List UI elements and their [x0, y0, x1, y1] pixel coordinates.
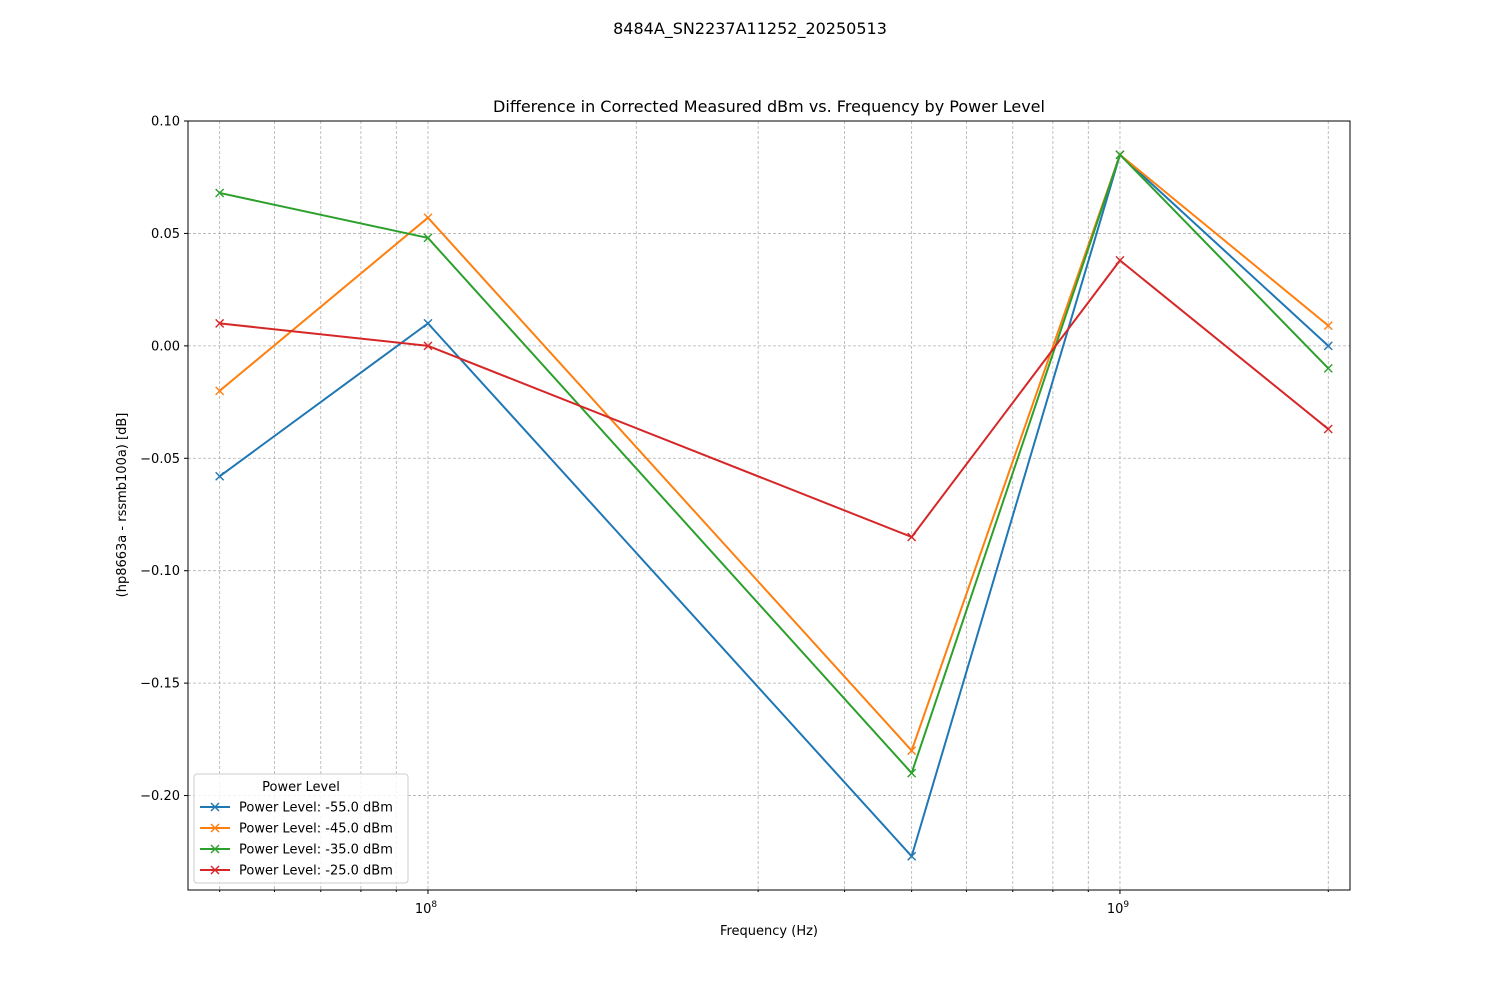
legend-box: [193, 773, 409, 884]
figure-suptitle: 8484A_SN2237A11252_20250513: [613, 19, 887, 39]
legend-entry-label: Power Level: -55.0 dBm: [239, 801, 393, 816]
series-1: [215, 150, 1333, 861]
data-point-marker: [423, 233, 433, 243]
marker-stroke: [210, 823, 220, 833]
marker-stroke: [907, 532, 917, 542]
legend-swatch-marker: [210, 802, 220, 812]
marker-stroke: [907, 851, 917, 861]
marker-stroke: [1115, 255, 1125, 265]
series-2: [215, 150, 1333, 756]
series-line: [219, 153, 1329, 752]
legend: Power Level Power Level: -55.0 dBm Power L…: [193, 773, 409, 884]
data-point-marker: [1323, 424, 1333, 434]
marker-stroke: [907, 768, 917, 778]
y-axis-label: (hp8663a - rssmb100a) [dB]: [115, 413, 130, 598]
y-tick-label: −0.10: [140, 564, 180, 579]
marker-stroke: [210, 865, 220, 875]
marker-stroke: [210, 844, 220, 854]
y-tick-label: 0.10: [151, 115, 180, 130]
x-tick-label-exponent: 8: [431, 900, 437, 910]
x-tick-label-base: 10: [1107, 902, 1124, 917]
legend-swatch-marker: [210, 865, 220, 875]
marker-stroke: [215, 318, 225, 328]
y-tick-label: 0.05: [151, 227, 180, 242]
legend-swatch-marker: [210, 823, 220, 833]
y-tick-label: 0.00: [151, 339, 180, 354]
marker-stroke: [423, 341, 433, 351]
legend-entry: Power Level: -45.0 dBm: [200, 822, 393, 837]
data-point-marker: [423, 213, 433, 223]
marker-stroke: [1323, 321, 1333, 331]
marker-stroke: [423, 233, 433, 243]
legend-entry: Power Level: -35.0 dBm: [200, 843, 393, 858]
x-tick-label: 108: [415, 900, 438, 917]
marker-stroke: [210, 802, 220, 812]
data-point-marker: [1115, 150, 1125, 160]
x-tick-label-exponent: 9: [1123, 900, 1129, 910]
x-axis-label: Frequency (Hz): [720, 924, 818, 939]
marker-stroke: [907, 746, 917, 756]
series-lines: [215, 150, 1333, 861]
data-point-marker: [907, 768, 917, 778]
marker-stroke: [1323, 341, 1333, 351]
marker-stroke: [215, 188, 225, 198]
series-3: [215, 150, 1333, 778]
marker-stroke: [1323, 363, 1333, 373]
legend-entry-label: Power Level: -35.0 dBm: [239, 843, 393, 858]
data-point-marker: [215, 386, 225, 396]
y-tick-label: −0.20: [140, 789, 180, 804]
legend-entry-label: Power Level: -45.0 dBm: [239, 822, 393, 837]
x-tick-label: 109: [1107, 900, 1130, 917]
series-4: [215, 255, 1333, 542]
data-point-marker: [215, 318, 225, 328]
data-point-marker: [1323, 363, 1333, 373]
data-point-marker: [1323, 321, 1333, 331]
marker-stroke: [423, 318, 433, 328]
marker-stroke: [1115, 150, 1125, 160]
y-tick-label: −0.15: [140, 677, 180, 692]
series-line: [219, 153, 1329, 775]
legend-title: Power Level: [262, 780, 340, 795]
data-point-marker: [215, 188, 225, 198]
legend-entry: Power Level: -25.0 dBm: [200, 864, 393, 879]
plot-area-frame: [187, 120, 1351, 891]
x-tick-label-base: 10: [415, 902, 432, 917]
marker-stroke: [215, 471, 225, 481]
series-line: [219, 259, 1329, 538]
series-line: [219, 153, 1329, 858]
marker-stroke: [423, 213, 433, 223]
data-point-marker: [1115, 255, 1125, 265]
data-point-marker: [907, 746, 917, 756]
data-point-marker: [907, 532, 917, 542]
y-tick-label: −0.05: [140, 452, 180, 467]
data-point-marker: [907, 851, 917, 861]
legend-entry-label: Power Level: -25.0 dBm: [239, 864, 393, 879]
data-point-marker: [215, 471, 225, 481]
legend-entry: Power Level: -55.0 dBm: [200, 801, 393, 816]
x-axis-ticks: 108 109: [219, 890, 1329, 917]
marker-stroke: [215, 386, 225, 396]
legend-swatch-marker: [210, 844, 220, 854]
data-point-marker: [423, 341, 433, 351]
data-point-marker: [1323, 341, 1333, 351]
marker-stroke: [1323, 424, 1333, 434]
y-axis-ticks: 0.10 0.05 0.00 −0.05 −0.10 −0.15 −0.20: [140, 115, 188, 804]
data-point-marker: [423, 318, 433, 328]
chart-title: Difference in Corrected Measured dBm vs.…: [493, 97, 1045, 116]
